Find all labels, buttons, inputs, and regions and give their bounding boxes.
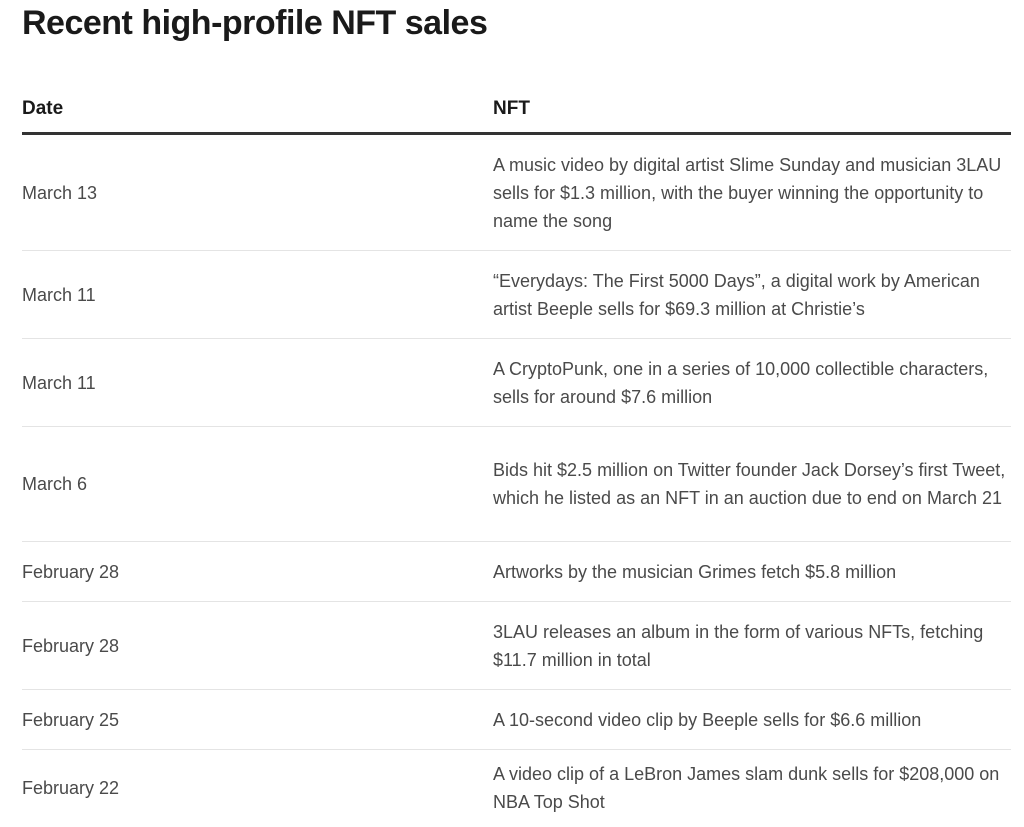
table-row: March 13 A music video by digital artist… bbox=[22, 135, 1011, 251]
date-cell: February 28 bbox=[22, 561, 120, 582]
nft-cell: 3LAU releases an album in the form of va… bbox=[493, 621, 984, 670]
date-cell: February 25 bbox=[22, 709, 120, 730]
page-title: Recent high-profile NFT sales bbox=[22, 4, 488, 42]
date-cell: March 11 bbox=[22, 372, 96, 393]
table-row: March 11 “Everydays: The First 5000 Days… bbox=[22, 251, 1011, 339]
nft-cell: “Everydays: The First 5000 Days”, a digi… bbox=[493, 270, 980, 319]
nft-cell: A video clip of a LeBron James slam dunk… bbox=[493, 764, 1000, 812]
nft-cell: Artworks by the musician Grimes fetch $5… bbox=[493, 561, 897, 582]
table-header-row: Date NFT bbox=[22, 86, 1011, 135]
nft-sales-table: Date NFT March 13 A music video by digit… bbox=[22, 86, 1011, 826]
column-header-date: Date bbox=[22, 98, 64, 119]
column-header-nft: NFT bbox=[493, 98, 530, 119]
date-cell: March 11 bbox=[22, 284, 96, 305]
nft-cell: A music video by digital artist Slime Su… bbox=[493, 154, 1002, 231]
date-cell: March 6 bbox=[22, 474, 88, 494]
table-row: March 6 Bids hit $2.5 million on Twitter… bbox=[22, 427, 1011, 542]
nft-cell: Bids hit $2.5 million on Twitter founder… bbox=[493, 460, 1006, 508]
table-row: February 25 A 10-second video clip by Be… bbox=[22, 690, 1011, 750]
table-row: February 28 3LAU releases an album in th… bbox=[22, 602, 1011, 690]
table-row: February 22 A video clip of a LeBron Jam… bbox=[22, 750, 1011, 826]
date-cell: February 28 bbox=[22, 635, 120, 656]
table-row: March 11 A CryptoPunk, one in a series o… bbox=[22, 339, 1011, 427]
table-row: February 28 Artworks by the musician Gri… bbox=[22, 542, 1011, 602]
nft-cell: A CryptoPunk, one in a series of 10,000 … bbox=[493, 358, 989, 407]
date-cell: March 13 bbox=[22, 182, 98, 203]
date-cell: February 22 bbox=[22, 778, 120, 798]
nft-cell: A 10-second video clip by Beeple sells f… bbox=[493, 709, 922, 730]
